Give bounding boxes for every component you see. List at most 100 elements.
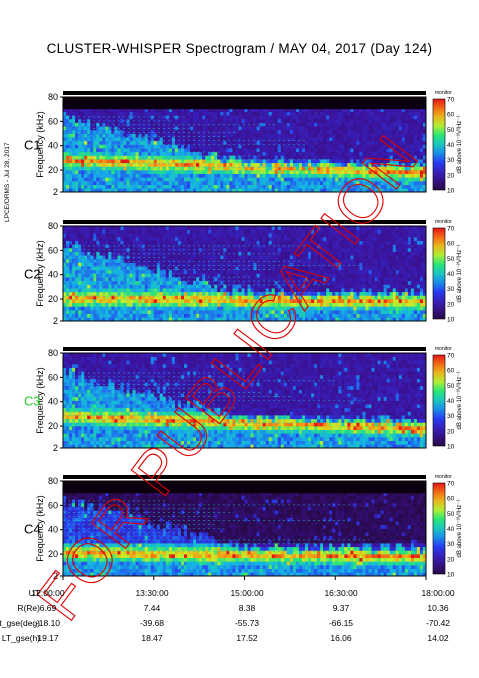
- panel-label: C3: [24, 394, 41, 409]
- colorbar-tick-label: 20: [447, 172, 455, 179]
- colorbar-tick-label: 30: [447, 413, 455, 420]
- y-tick-label: 2: [53, 316, 58, 326]
- y-tick-label: 20: [48, 165, 58, 175]
- colorbar-tick-label: 10: [447, 188, 455, 195]
- y-tick-label: 20: [48, 294, 58, 304]
- colorbar-tick-label: 60: [447, 112, 455, 119]
- y-tick-label: 40: [48, 525, 58, 535]
- colorbar-top-label: monitor: [435, 346, 452, 352]
- colorbar-tick-label: 40: [447, 142, 455, 149]
- y-tick-label: 20: [48, 549, 58, 559]
- colorbar-tick-label: 20: [447, 556, 455, 563]
- ephemeris-value: 14.02: [427, 633, 449, 643]
- y-tick-label: 80: [48, 476, 58, 486]
- plot-frame: [62, 225, 427, 322]
- colorbar-label: dB above 10⁻⁸V²Hz⁻¹: [456, 116, 463, 174]
- ephemeris-value: -55.73: [234, 618, 260, 628]
- colorbar-label: dB above 10⁻⁸V²Hz⁻¹: [456, 500, 463, 558]
- ephemeris-row-label: Lat_gse(deg): [0, 618, 40, 628]
- panel-label: C2: [24, 267, 41, 282]
- colorbar-tick-label: 70: [447, 353, 455, 360]
- colorbar: [432, 98, 446, 191]
- colorbar-tick-label: 60: [447, 496, 455, 503]
- colorbar-tick-label: 40: [447, 526, 455, 533]
- colorbar-tick-label: 70: [447, 97, 455, 104]
- colorbar-tick-label: 10: [447, 317, 455, 324]
- ephemeris-value: -39.68: [139, 618, 165, 628]
- y-tick-label: 80: [48, 348, 58, 358]
- y-tick-label: 60: [48, 116, 58, 126]
- ephemeris-value: 13:30:00: [135, 588, 169, 598]
- y-tick-label: 60: [48, 245, 58, 255]
- y-tick-label: 60: [48, 500, 58, 510]
- colorbar: [432, 482, 446, 575]
- y-axis-label: Frequency (kHz): [35, 495, 45, 562]
- colorbar-tick-label: 50: [447, 256, 455, 263]
- colorbar-tick-label: 30: [447, 286, 455, 293]
- ephemeris-value: 12:00:00: [31, 588, 65, 598]
- colorbar-top-label: monitor: [435, 219, 452, 225]
- y-tick-label: 40: [48, 141, 58, 151]
- plot-frame: [62, 96, 427, 193]
- y-tick-label: 2: [53, 187, 58, 197]
- colorbar: [432, 354, 446, 447]
- colorbar-top-label: monitor: [435, 90, 452, 96]
- panel-header-bar: [63, 220, 426, 224]
- colorbar-top-label: monitor: [435, 474, 452, 480]
- colorbar-tick-label: 10: [447, 572, 455, 579]
- chart-title: CLUSTER-WHISPER Spectrogram / MAY 04, 20…: [46, 41, 433, 56]
- ephemeris-row-label: LT_gse(h): [1, 633, 40, 643]
- y-axis-label: Frequency (kHz): [35, 240, 45, 307]
- y-tick-label: 2: [53, 443, 58, 453]
- colorbar-label: dB above 10⁻⁸V²Hz⁻¹: [456, 372, 463, 430]
- panel-label: C1: [24, 138, 41, 153]
- ephemeris-value: 18:00:00: [421, 588, 455, 598]
- panel-label: C4: [24, 522, 41, 537]
- ephemeris-value: 19.17: [37, 633, 59, 643]
- y-axis-label: Frequency (kHz): [35, 111, 45, 178]
- ephemeris-value: 18.47: [141, 633, 163, 643]
- y-tick-label: 40: [48, 397, 58, 407]
- y-tick-label: 2: [53, 571, 58, 581]
- panel-header-bar: [63, 347, 426, 351]
- ephemeris-row-label: R(Re): [17, 603, 40, 613]
- ephemeris-value: -18.10: [35, 618, 61, 628]
- colorbar-tick-label: 40: [447, 271, 455, 278]
- colorbar-tick-label: 10: [447, 444, 455, 451]
- y-tick-label: 80: [48, 92, 58, 102]
- ephemeris-value: 16.06: [330, 633, 352, 643]
- panel-header-bar: [63, 91, 426, 95]
- colorbar-tick-label: 30: [447, 541, 455, 548]
- ephemeris-value: 15:00:00: [230, 588, 264, 598]
- ephemeris-value: -66.15: [328, 618, 354, 628]
- plot-frame: [62, 352, 427, 449]
- panel-header-bar: [63, 475, 426, 479]
- colorbar-tick-label: 50: [447, 127, 455, 134]
- ephemeris-row-label: UT: [28, 588, 40, 598]
- ephemeris-value: 16:30:00: [324, 588, 358, 598]
- colorbar: [432, 227, 446, 320]
- ephemeris-value: 9.37: [332, 603, 350, 613]
- ephemeris-value: 7.44: [143, 603, 161, 613]
- colorbar-tick-label: 60: [447, 368, 455, 375]
- colorbar-tick-label: 70: [447, 226, 455, 233]
- colorbar-tick-label: 60: [447, 241, 455, 248]
- y-tick-label: 20: [48, 421, 58, 431]
- colorbar-tick-label: 50: [447, 511, 455, 518]
- ephemeris-value: 17.52: [236, 633, 258, 643]
- colorbar-tick-label: 70: [447, 481, 455, 488]
- ephemeris-value: 6.69: [39, 603, 57, 613]
- colorbar-tick-label: 20: [447, 301, 455, 308]
- ephemeris-value: 10.36: [427, 603, 449, 613]
- colorbar-tick-label: 50: [447, 383, 455, 390]
- ephemeris-value: -70.42: [425, 618, 451, 628]
- y-tick-label: 40: [48, 270, 58, 280]
- colorbar-label: dB above 10⁻⁸V²Hz⁻¹: [456, 245, 463, 303]
- colorbar-tick-label: 40: [447, 398, 455, 405]
- y-axis-label: Frequency (kHz): [35, 367, 45, 434]
- y-tick-label: 80: [48, 221, 58, 231]
